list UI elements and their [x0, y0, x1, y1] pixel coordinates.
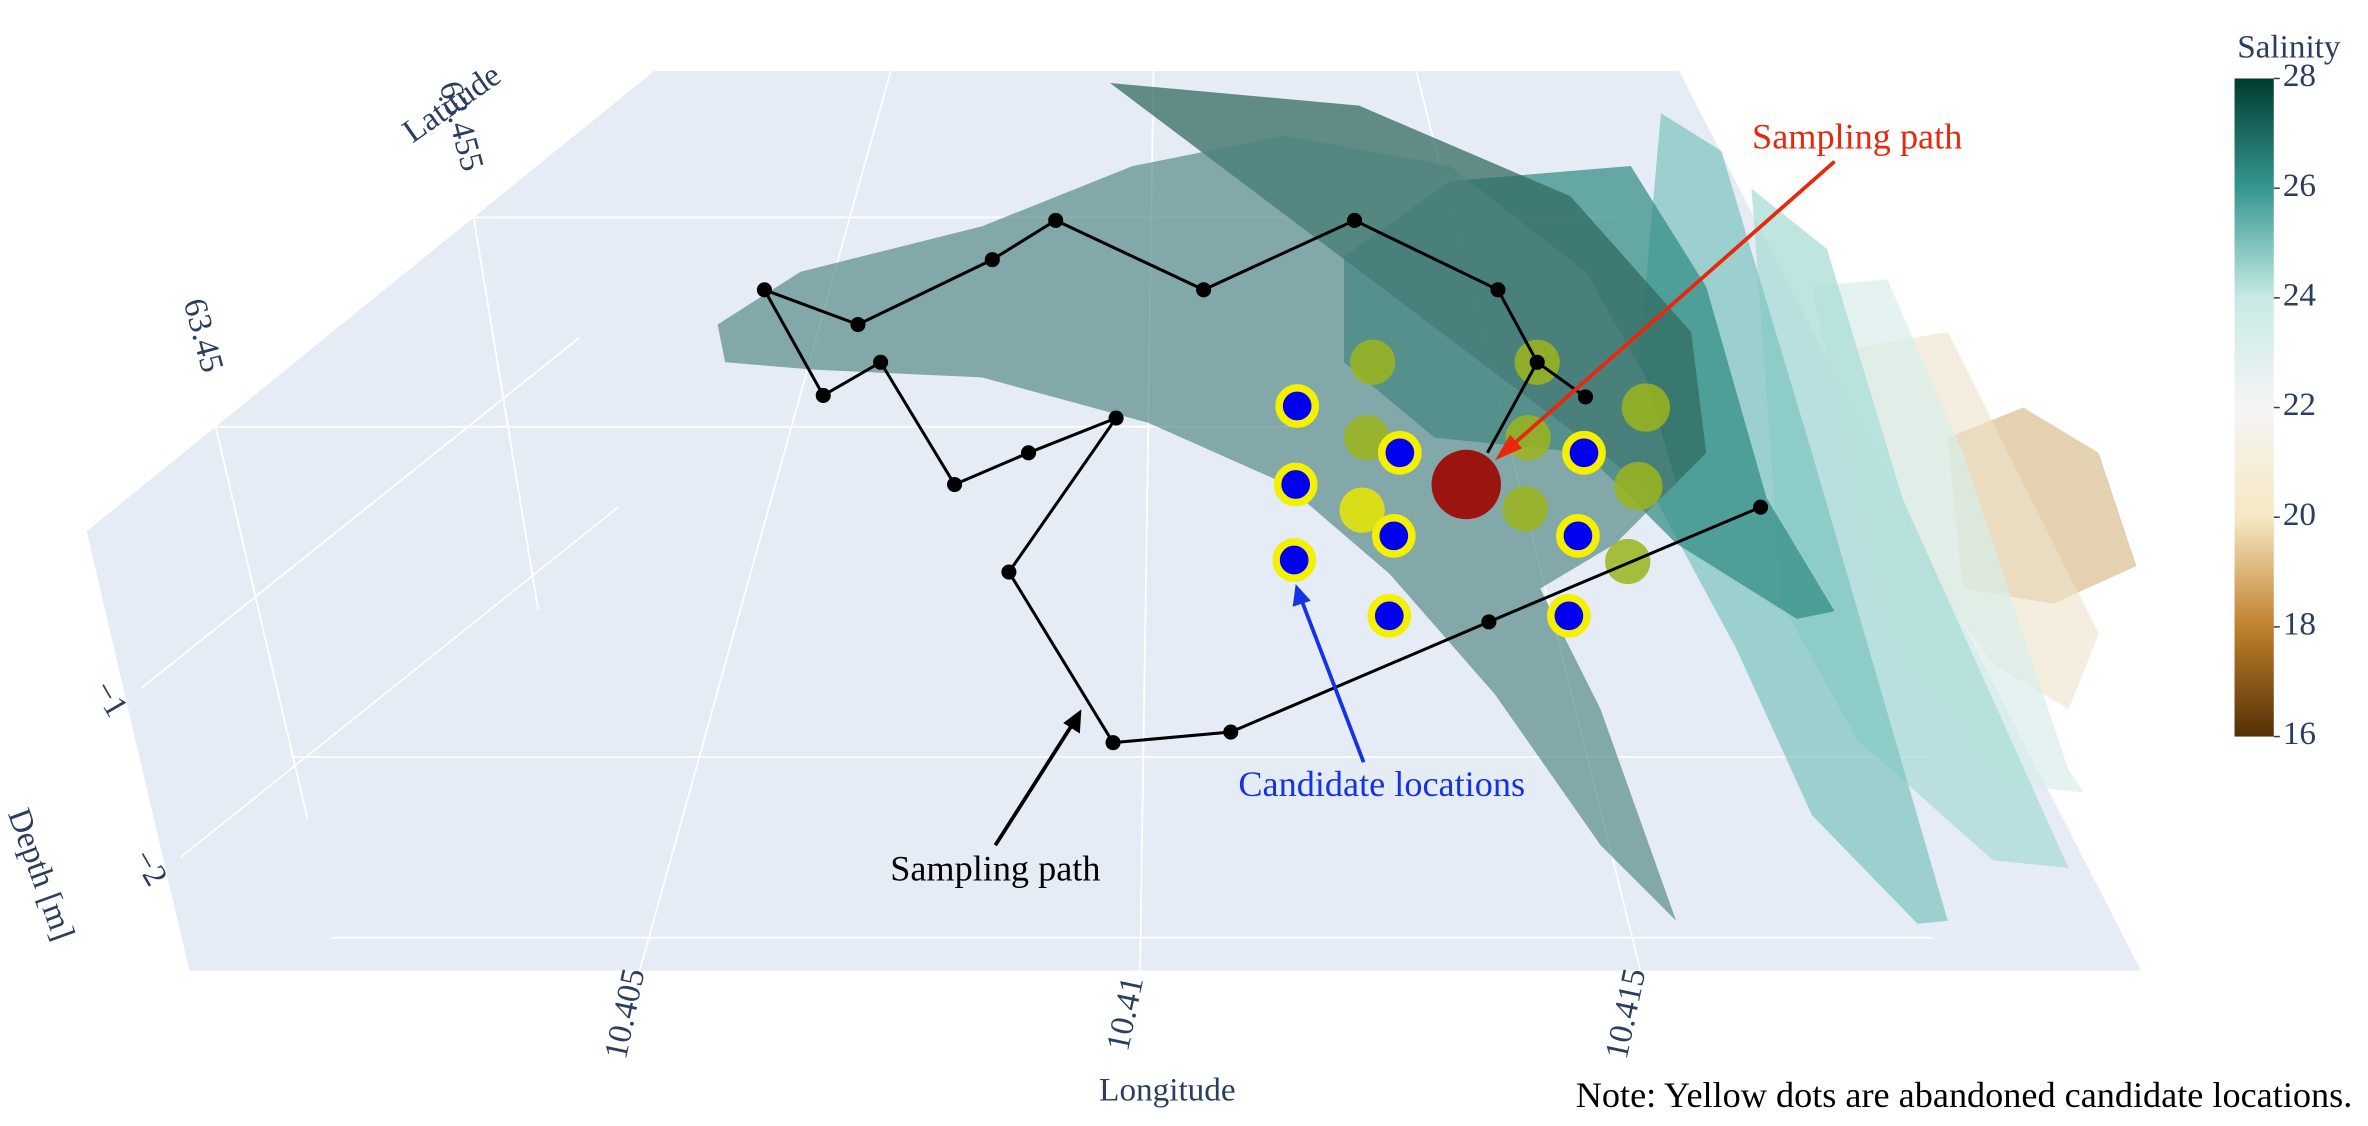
- waypoint: [1481, 614, 1497, 630]
- x-axis-title: Longitude: [1099, 1071, 1235, 1108]
- arrowhead: [1063, 709, 1082, 734]
- waypoint: [1753, 499, 1769, 515]
- waypoint: [756, 282, 772, 298]
- colorbar-tick-label: 26: [2283, 167, 2316, 204]
- candidate: [1273, 462, 1318, 507]
- candidate: [1371, 513, 1416, 558]
- colorbar-tick-label: 28: [2283, 57, 2316, 94]
- arrow: [1505, 160, 1836, 452]
- current-location: [1431, 449, 1501, 520]
- surface: [717, 135, 1677, 921]
- colorbar-tick-label: 20: [2283, 496, 2316, 533]
- colorbar-tick-label: 18: [2283, 606, 2316, 643]
- annotation: Sampling path: [890, 849, 1100, 889]
- isosurfaces: [717, 83, 2137, 924]
- grid-line: [214, 426, 309, 820]
- candidate: [1377, 430, 1422, 475]
- abandoned-candidate: [1502, 486, 1548, 532]
- abandoned-candidate: [1343, 415, 1390, 461]
- annotation: Candidate locations: [1238, 764, 1525, 804]
- waypoint: [1196, 282, 1212, 298]
- colorbar-title: Salinity: [2237, 28, 2341, 65]
- waypoint: [1529, 354, 1545, 370]
- colorbar-tick-label: 24: [2283, 276, 2317, 313]
- arrowhead: [1494, 434, 1523, 461]
- waypoint: [1347, 212, 1363, 228]
- waypoint: [873, 354, 889, 370]
- grid-line: [140, 337, 580, 689]
- candidate: [1272, 538, 1317, 582]
- waypoint: [815, 387, 831, 404]
- waypoint: [1577, 389, 1594, 405]
- surface: [1811, 279, 2084, 793]
- candidate: [1275, 384, 1320, 428]
- grid-line: [472, 217, 540, 611]
- colorbar-tick-label: 16: [2283, 715, 2316, 752]
- waypoint: [1490, 282, 1506, 298]
- candidate: [1367, 593, 1412, 638]
- abandoned-candidate: [1621, 383, 1671, 432]
- waypoint: [947, 476, 963, 493]
- x-tick-label: 10.41: [1099, 973, 1151, 1054]
- z-axis-title: Depth [m]: [0, 804, 82, 946]
- waypoint: [1048, 212, 1064, 228]
- grid-line: [638, 70, 892, 971]
- abandoned-candidate: [1350, 339, 1396, 385]
- colorbar: [2234, 78, 2274, 737]
- abandoned-candidate: [1614, 461, 1663, 511]
- y-tick-label: 63.45: [176, 295, 231, 377]
- candidate: [1547, 593, 1591, 638]
- x-tick-label: 10.405: [597, 965, 652, 1062]
- waypoint: [1001, 564, 1017, 580]
- waypoint: [1223, 724, 1239, 740]
- note: Note: Yellow dots are abandoned candidat…: [1576, 1075, 2353, 1115]
- waypoint: [984, 252, 1000, 268]
- arrow: [993, 723, 1074, 847]
- annotation-arrows: [993, 160, 1836, 847]
- abandoned-candidate: [1605, 538, 1651, 585]
- annotation: Sampling path: [1752, 117, 1962, 157]
- sampling-path: [756, 212, 1769, 751]
- candidate: [1556, 513, 1600, 558]
- surface: [1751, 188, 2069, 868]
- waypoint: [1105, 735, 1121, 751]
- waypoint: [850, 316, 866, 333]
- abandoned-candidate: [1339, 487, 1385, 533]
- waypoint: [1020, 445, 1037, 461]
- waypoint: [1108, 410, 1124, 426]
- candidate: [1562, 430, 1606, 475]
- grid-line: [180, 506, 620, 858]
- arrowhead: [1292, 584, 1311, 607]
- path-line: [1486, 361, 1539, 454]
- x-tick-label: 10.415: [1598, 965, 1653, 1062]
- arrow: [1299, 600, 1366, 763]
- colorbar-tick-label: 22: [2283, 386, 2316, 423]
